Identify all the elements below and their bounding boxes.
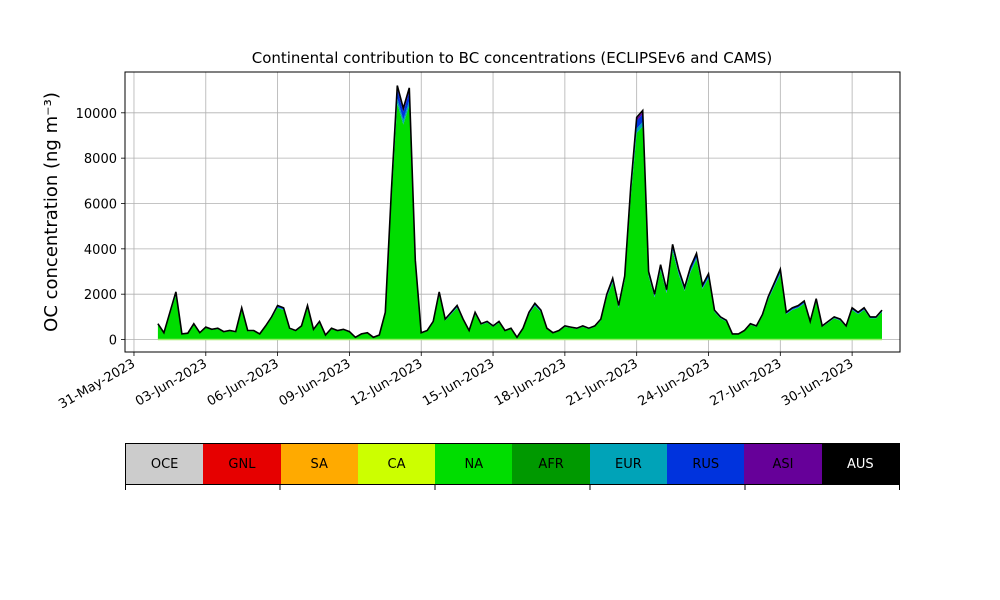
- x-tick-label: 21-Jun-2023: [564, 356, 641, 409]
- legend-label: RUS: [692, 456, 720, 472]
- x-tick-label: 06-Jun-2023: [205, 356, 282, 409]
- area-na: [157, 103, 882, 340]
- y-axis-label: OC concentration (ng m⁻³): [41, 92, 62, 332]
- legend-colorbar: OCE GNL SA CA NA AFR EUR RUS ASI AUS: [125, 443, 900, 485]
- legend-item-ca: CA: [357, 444, 436, 484]
- x-tick-label: 31-May-2023: [56, 356, 138, 412]
- x-tick-label: 03-Jun-2023: [133, 356, 210, 409]
- y-tick-label: 10000: [76, 107, 117, 122]
- x-tick-label: 27-Jun-2023: [707, 356, 784, 409]
- y-tick-label: 4000: [84, 243, 117, 258]
- legend-item-na: NA: [435, 444, 513, 484]
- legend-item-asi: ASI: [744, 444, 822, 484]
- legend-label: CA: [387, 456, 406, 472]
- legend-item-sa: SA: [280, 444, 358, 484]
- chart-title: Continental contribution to BC concentra…: [252, 49, 773, 67]
- y-tick-label: 8000: [84, 152, 117, 167]
- x-tick-label: 18-Jun-2023: [492, 356, 569, 409]
- legend-label: OCE: [150, 456, 179, 472]
- legend-label: GNL: [228, 456, 256, 472]
- legend-item-eur: EUR: [589, 444, 668, 484]
- area-aus-line: [157, 85, 883, 339]
- legend-label: ASI: [772, 456, 794, 472]
- x-tick-label: 30-Jun-2023: [779, 356, 856, 409]
- legend-item-aus: AUS: [821, 444, 899, 484]
- legend-label: SA: [310, 456, 328, 472]
- legend-ticks: [125, 485, 900, 490]
- x-tick-label: 09-Jun-2023: [277, 356, 354, 409]
- legend-item-gnl: GNL: [203, 444, 281, 484]
- legend-label: AFR: [538, 456, 564, 472]
- x-tick-label: 12-Jun-2023: [348, 356, 425, 409]
- legend-item-oce: OCE: [126, 444, 204, 484]
- y-tick-label: 0: [109, 334, 117, 349]
- stacked-areas: [157, 85, 883, 341]
- legend-label: AUS: [846, 456, 874, 472]
- axes: 31-May-202303-Jun-202306-Jun-202309-Jun-…: [56, 71, 901, 412]
- y-tick-label: 6000: [84, 197, 117, 212]
- legend-item-afr: AFR: [512, 444, 590, 484]
- legend-label: NA: [464, 456, 484, 472]
- x-tick-label: 15-Jun-2023: [420, 356, 497, 409]
- legend-label: EUR: [615, 456, 642, 472]
- plot-frame: [124, 71, 901, 353]
- y-tick-label: 2000: [84, 288, 117, 303]
- x-tick-label: 24-Jun-2023: [636, 356, 713, 409]
- legend-item-rus: RUS: [667, 444, 745, 484]
